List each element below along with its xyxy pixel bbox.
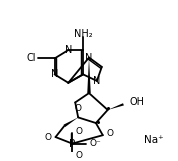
Text: O: O [45,133,52,142]
Text: OH: OH [129,96,144,107]
Text: N: N [51,69,58,79]
Polygon shape [87,57,91,93]
Text: O: O [75,104,82,114]
Text: N: N [65,45,72,55]
Text: O: O [75,151,82,160]
Polygon shape [64,117,78,127]
Text: P: P [69,139,75,149]
Text: N: N [85,52,93,62]
Text: Cl: Cl [26,53,36,63]
Text: O⁻: O⁻ [89,139,101,148]
Text: O: O [107,129,114,138]
Text: N: N [93,76,101,86]
Polygon shape [108,103,124,110]
Text: Na⁺: Na⁺ [144,135,164,145]
Text: O: O [75,127,82,136]
Text: NH₂: NH₂ [74,29,92,39]
